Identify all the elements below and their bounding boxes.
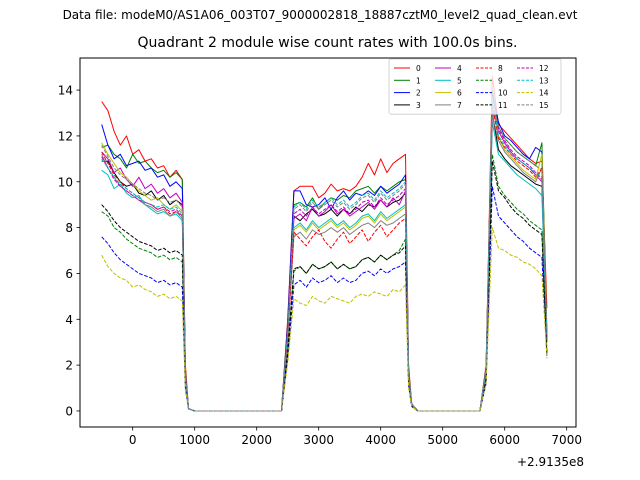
legend-label-8: 8 xyxy=(498,64,503,73)
legend-box xyxy=(388,58,562,115)
series-line-3 xyxy=(101,112,548,412)
y-tick-label: 0 xyxy=(65,404,73,418)
y-tick-label: 6 xyxy=(65,267,73,281)
series-line-8 xyxy=(101,105,548,412)
series-line-7 xyxy=(101,114,548,412)
chart-title: Quadrant 2 module wise count rates with … xyxy=(137,35,518,51)
legend-label-13: 13 xyxy=(539,76,549,85)
legend-label-0: 0 xyxy=(416,64,421,73)
legend-label-2: 2 xyxy=(416,89,421,98)
x-tick-label: 5000 xyxy=(427,433,458,447)
series-line-1 xyxy=(101,89,548,412)
y-tick-label: 10 xyxy=(58,175,73,189)
x-tick-label: 0 xyxy=(129,433,137,447)
x-tick-label: 4000 xyxy=(365,433,396,447)
series-line-2 xyxy=(101,94,548,412)
axes-frame xyxy=(79,57,577,428)
series-line-0 xyxy=(101,75,548,412)
series-line-12 xyxy=(101,103,548,412)
series-line-13 xyxy=(101,96,548,412)
legend-label-1: 1 xyxy=(416,76,421,85)
x-tick-label: 7000 xyxy=(551,433,582,447)
series-layer xyxy=(101,75,548,412)
legend-label-14: 14 xyxy=(539,89,549,98)
y-axis: 0 2 4 6 8 10 12 14 xyxy=(58,84,80,418)
x-axis: 0 1000 2000 3000 4000 5000 6000 7000 xyxy=(129,427,582,447)
legend-label-5: 5 xyxy=(457,76,462,85)
legend-label-10: 10 xyxy=(498,89,508,98)
legend-label-11: 11 xyxy=(498,101,508,110)
y-tick-label: 4 xyxy=(65,313,73,327)
legend-label-3: 3 xyxy=(416,101,421,110)
x-tick-label: 1000 xyxy=(179,433,210,447)
y-tick-label: 8 xyxy=(65,221,73,235)
legend-label-7: 7 xyxy=(457,101,462,110)
legend-label-12: 12 xyxy=(539,64,549,73)
y-tick-label: 12 xyxy=(58,129,73,143)
series-line-15 xyxy=(101,101,548,412)
series-line-14 xyxy=(101,227,548,412)
legend-label-15: 15 xyxy=(539,101,549,110)
series-line-9 xyxy=(101,153,548,412)
legend-label-4: 4 xyxy=(457,64,462,73)
y-tick-label: 2 xyxy=(65,359,73,373)
x-tick-label: 3000 xyxy=(303,433,334,447)
legend-label-9: 9 xyxy=(498,76,503,85)
figure-suptitle: Data file: modeM0/AS1A06_003T07_90000028… xyxy=(62,8,578,22)
legend-label-6: 6 xyxy=(457,89,462,98)
x-tick-label: 2000 xyxy=(241,433,272,447)
y-tick-label: 14 xyxy=(58,84,73,98)
series-line-6 xyxy=(101,98,548,412)
x-offset-label: +2.9135e8 xyxy=(517,455,584,469)
series-line-10 xyxy=(101,185,548,412)
series-line-4 xyxy=(101,107,548,412)
x-tick-label: 6000 xyxy=(489,433,520,447)
